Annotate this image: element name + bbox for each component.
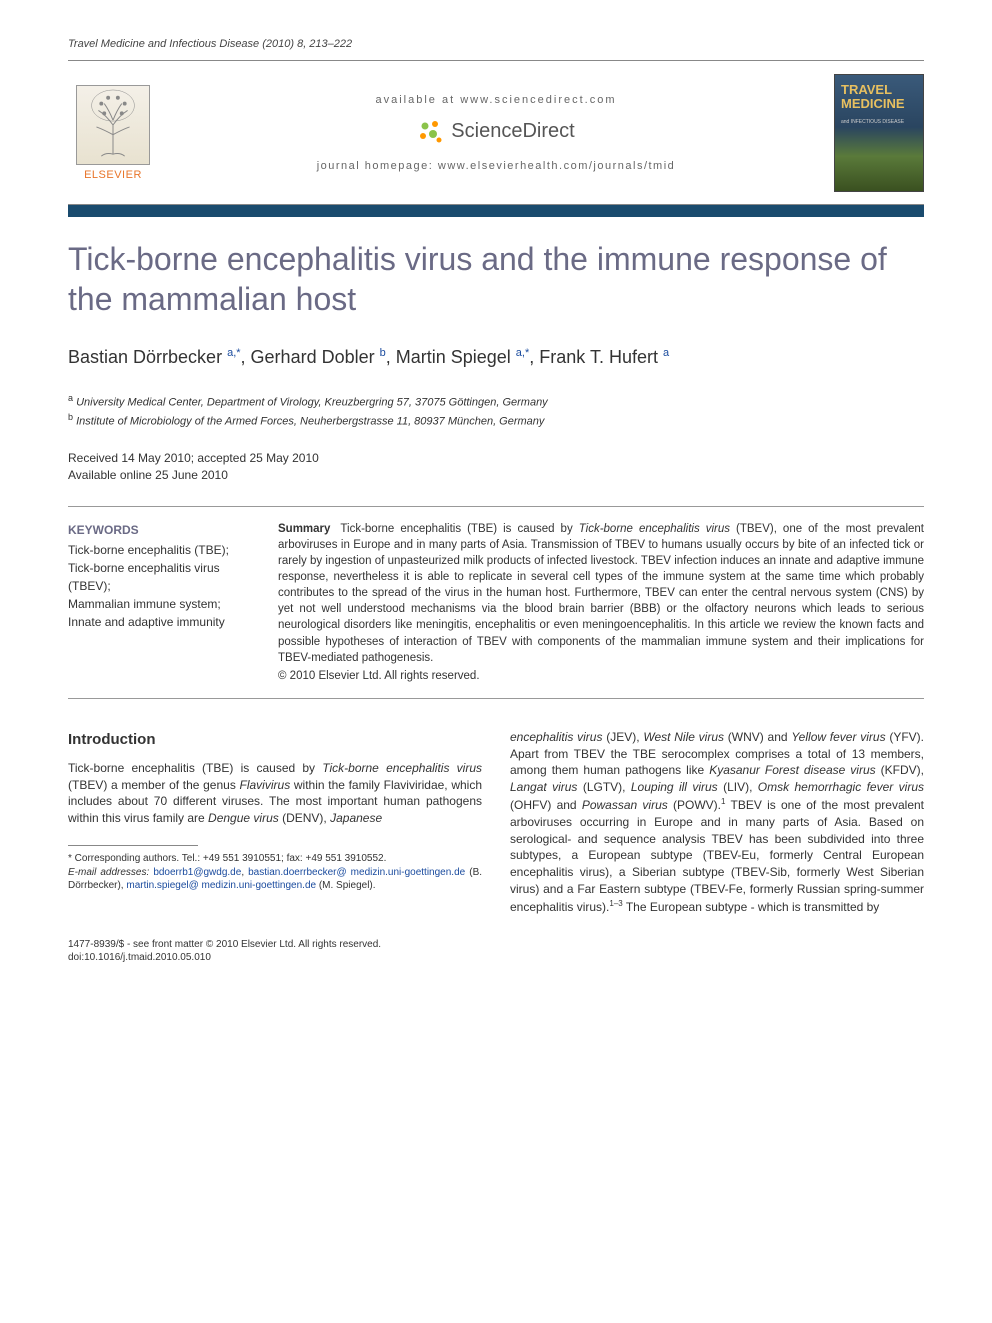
journal-homepage-text: journal homepage: www.elsevierhealth.com… (158, 160, 834, 172)
journal-cover-thumbnail: TRAVEL MEDICINE and INFECTIOUS DISEASE (834, 74, 924, 192)
body-column-right: encephalitis virus (JEV), West Nile viru… (510, 729, 924, 916)
divider-bottom (68, 698, 924, 699)
email-addresses: E-mail addresses: bdoerrb1@gwdg.de, bast… (68, 866, 482, 893)
page-footer: 1477-8939/$ - see front matter © 2010 El… (68, 938, 924, 965)
journal-header: ELSEVIER available at www.sciencedirect.… (68, 60, 924, 205)
elsevier-tree-icon (76, 85, 150, 165)
sciencedirect-text: ScienceDirect (451, 120, 574, 143)
doi-line: doi:10.1016/j.tmaid.2010.05.010 (68, 951, 924, 965)
intro-paragraph-1: Tick-borne encephalitis (TBE) is caused … (68, 760, 482, 827)
elsevier-wordmark: ELSEVIER (84, 169, 142, 181)
citation-line: Travel Medicine and Infectious Disease (… (68, 38, 924, 50)
elsevier-logo: ELSEVIER (68, 78, 158, 188)
divider-top (68, 506, 924, 507)
authors-line: Bastian Dörrbecker a,*, Gerhard Dobler b… (68, 347, 924, 368)
front-matter-line: 1477-8939/$ - see front matter © 2010 El… (68, 938, 924, 952)
sciencedirect-logo: ScienceDirect (158, 118, 834, 146)
online-date: Available online 25 June 2010 (68, 467, 924, 484)
abstract-copyright: © 2010 Elsevier Ltd. All rights reserved… (278, 668, 924, 684)
abstract-text: Tick-borne encephalitis (TBE) is caused … (278, 523, 924, 664)
article-dates: Received 14 May 2010; accepted 25 May 20… (68, 450, 924, 484)
keywords-block: KEYWORDS Tick-borne encephalitis (TBE); … (68, 521, 250, 684)
cover-title: TRAVEL MEDICINE (841, 83, 917, 112)
affiliation-b: b Institute of Microbiology of the Armed… (68, 411, 924, 430)
keyword-item: Tick-borne encephalitis virus (TBEV); (68, 559, 250, 595)
cover-subtitle: and INFECTIOUS DISEASE (841, 119, 904, 125)
introduction-heading: Introduction (68, 729, 482, 750)
abstract-block: SummaryTick-borne encephalitis (TBE) is … (278, 521, 924, 684)
intro-paragraph-2: encephalitis virus (JEV), West Nile viru… (510, 729, 924, 916)
keyword-item: Innate and adaptive immunity (68, 613, 250, 631)
article-title: Tick-borne encephalitis virus and the im… (68, 239, 924, 319)
header-color-bar (68, 205, 924, 217)
available-at-text: available at www.sciencedirect.com (158, 94, 834, 106)
body-column-left: Introduction Tick-borne encephalitis (TB… (68, 729, 482, 916)
keyword-item: Mammalian immune system; (68, 595, 250, 613)
affiliation-a: a University Medical Center, Department … (68, 392, 924, 411)
keyword-item: Tick-borne encephalitis (TBE); (68, 541, 250, 559)
keywords-heading: KEYWORDS (68, 521, 250, 539)
affiliations: a University Medical Center, Department … (68, 392, 924, 430)
sciencedirect-icon (417, 118, 445, 146)
footnotes: * Corresponding authors. Tel.: +49 551 3… (68, 852, 482, 893)
footnote-divider (68, 845, 198, 846)
summary-label: Summary (278, 523, 330, 535)
received-date: Received 14 May 2010; accepted 25 May 20… (68, 450, 924, 467)
corresponding-author-note: * Corresponding authors. Tel.: +49 551 3… (68, 852, 482, 866)
